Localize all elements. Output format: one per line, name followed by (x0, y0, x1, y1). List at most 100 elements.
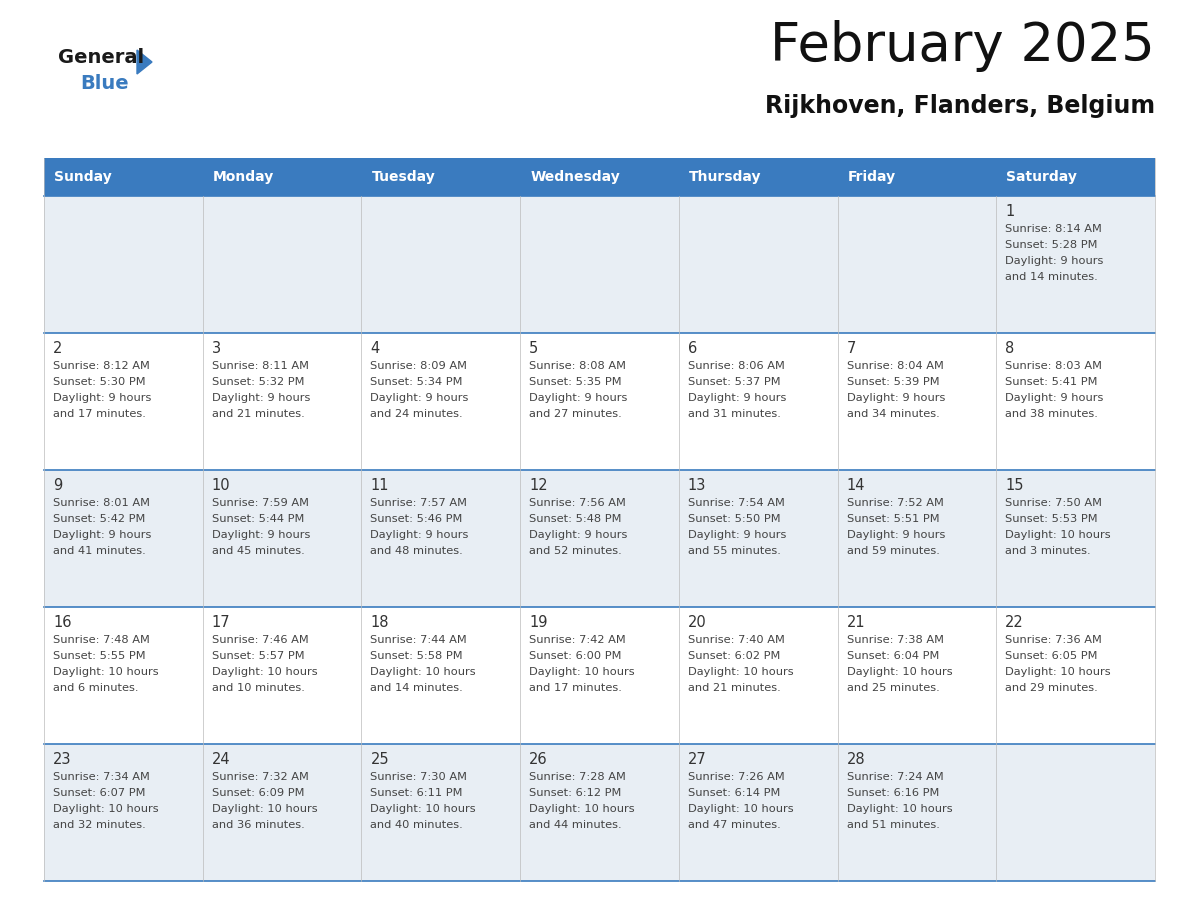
Text: and 24 minutes.: and 24 minutes. (371, 409, 463, 419)
Text: Tuesday: Tuesday (372, 170, 435, 184)
Text: and 48 minutes.: and 48 minutes. (371, 546, 463, 556)
Text: 1: 1 (1005, 204, 1015, 219)
Text: Sunset: 5:55 PM: Sunset: 5:55 PM (53, 651, 146, 661)
Text: and 44 minutes.: and 44 minutes. (529, 820, 621, 830)
Text: Daylight: 10 hours: Daylight: 10 hours (847, 804, 953, 814)
Text: Daylight: 10 hours: Daylight: 10 hours (688, 804, 794, 814)
Text: and 27 minutes.: and 27 minutes. (529, 409, 621, 419)
Text: Daylight: 10 hours: Daylight: 10 hours (1005, 667, 1111, 677)
Bar (44, 607, 1155, 744)
Text: Sunrise: 7:59 AM: Sunrise: 7:59 AM (211, 498, 309, 508)
Text: 22: 22 (1005, 615, 1024, 630)
Text: Sunset: 5:50 PM: Sunset: 5:50 PM (688, 514, 781, 524)
Text: Monday: Monday (213, 170, 274, 184)
Text: Sunrise: 7:24 AM: Sunrise: 7:24 AM (847, 772, 943, 782)
Text: Daylight: 9 hours: Daylight: 9 hours (847, 530, 944, 540)
Text: Sunset: 6:07 PM: Sunset: 6:07 PM (53, 788, 145, 798)
Text: and 51 minutes.: and 51 minutes. (847, 820, 940, 830)
Text: Daylight: 9 hours: Daylight: 9 hours (211, 393, 310, 403)
Text: Daylight: 9 hours: Daylight: 9 hours (211, 530, 310, 540)
Text: and 21 minutes.: and 21 minutes. (688, 683, 781, 693)
Text: 28: 28 (847, 752, 865, 767)
Text: and 10 minutes.: and 10 minutes. (211, 683, 304, 693)
Text: and 34 minutes.: and 34 minutes. (847, 409, 940, 419)
Text: Sunrise: 7:56 AM: Sunrise: 7:56 AM (529, 498, 626, 508)
Text: and 45 minutes.: and 45 minutes. (211, 546, 304, 556)
Text: Daylight: 9 hours: Daylight: 9 hours (1005, 256, 1104, 266)
Text: Daylight: 9 hours: Daylight: 9 hours (688, 530, 786, 540)
Text: 3: 3 (211, 341, 221, 356)
Text: Daylight: 9 hours: Daylight: 9 hours (688, 393, 786, 403)
Text: 6: 6 (688, 341, 697, 356)
Text: and 17 minutes.: and 17 minutes. (53, 409, 146, 419)
Text: 15: 15 (1005, 478, 1024, 493)
Text: Sunrise: 7:52 AM: Sunrise: 7:52 AM (847, 498, 943, 508)
Text: 20: 20 (688, 615, 707, 630)
Text: Sunrise: 7:40 AM: Sunrise: 7:40 AM (688, 635, 785, 645)
Text: and 55 minutes.: and 55 minutes. (688, 546, 781, 556)
Text: Daylight: 10 hours: Daylight: 10 hours (53, 804, 159, 814)
Text: and 59 minutes.: and 59 minutes. (847, 546, 940, 556)
Text: and 21 minutes.: and 21 minutes. (211, 409, 304, 419)
Polygon shape (137, 50, 152, 74)
Text: and 14 minutes.: and 14 minutes. (1005, 272, 1098, 282)
Text: Friday: Friday (847, 170, 896, 184)
Text: and 25 minutes.: and 25 minutes. (847, 683, 940, 693)
Text: Sunrise: 7:54 AM: Sunrise: 7:54 AM (688, 498, 785, 508)
Text: and 3 minutes.: and 3 minutes. (1005, 546, 1091, 556)
Text: 5: 5 (529, 341, 538, 356)
Text: Daylight: 10 hours: Daylight: 10 hours (211, 804, 317, 814)
Text: Sunset: 5:42 PM: Sunset: 5:42 PM (53, 514, 145, 524)
Text: Sunset: 5:48 PM: Sunset: 5:48 PM (529, 514, 621, 524)
Text: Sunset: 5:51 PM: Sunset: 5:51 PM (847, 514, 940, 524)
Text: 4: 4 (371, 341, 380, 356)
Bar (520, 158, 678, 196)
Text: Sunset: 6:02 PM: Sunset: 6:02 PM (688, 651, 781, 661)
Text: Sunset: 5:44 PM: Sunset: 5:44 PM (211, 514, 304, 524)
Text: and 41 minutes.: and 41 minutes. (53, 546, 146, 556)
Bar (44, 744, 1155, 881)
Text: Daylight: 10 hours: Daylight: 10 hours (847, 667, 953, 677)
Text: Sunset: 5:57 PM: Sunset: 5:57 PM (211, 651, 304, 661)
Text: Sunset: 6:04 PM: Sunset: 6:04 PM (847, 651, 939, 661)
Text: Daylight: 9 hours: Daylight: 9 hours (529, 530, 627, 540)
Text: 2: 2 (53, 341, 63, 356)
Bar (44, 158, 203, 196)
Text: Daylight: 10 hours: Daylight: 10 hours (53, 667, 159, 677)
Text: 8: 8 (1005, 341, 1015, 356)
Text: Sunrise: 8:04 AM: Sunrise: 8:04 AM (847, 361, 943, 371)
Text: Daylight: 10 hours: Daylight: 10 hours (211, 667, 317, 677)
Text: 27: 27 (688, 752, 707, 767)
Text: Sunset: 6:12 PM: Sunset: 6:12 PM (529, 788, 621, 798)
Text: 23: 23 (53, 752, 71, 767)
Text: Sunset: 5:28 PM: Sunset: 5:28 PM (1005, 240, 1098, 250)
Text: 7: 7 (847, 341, 855, 356)
Text: Daylight: 10 hours: Daylight: 10 hours (688, 667, 794, 677)
Text: Sunset: 6:00 PM: Sunset: 6:00 PM (529, 651, 621, 661)
Text: Sunrise: 8:08 AM: Sunrise: 8:08 AM (529, 361, 626, 371)
Text: Sunrise: 7:34 AM: Sunrise: 7:34 AM (53, 772, 150, 782)
Text: Daylight: 9 hours: Daylight: 9 hours (53, 393, 151, 403)
Bar (838, 158, 997, 196)
Text: and 31 minutes.: and 31 minutes. (688, 409, 781, 419)
Text: and 14 minutes.: and 14 minutes. (371, 683, 463, 693)
Text: Sunrise: 8:06 AM: Sunrise: 8:06 AM (688, 361, 785, 371)
Text: Sunset: 5:53 PM: Sunset: 5:53 PM (1005, 514, 1098, 524)
Text: and 38 minutes.: and 38 minutes. (1005, 409, 1098, 419)
Text: Daylight: 9 hours: Daylight: 9 hours (371, 393, 469, 403)
Text: 21: 21 (847, 615, 865, 630)
Text: 14: 14 (847, 478, 865, 493)
Text: General: General (58, 48, 144, 67)
Bar (361, 158, 520, 196)
Text: Sunrise: 7:46 AM: Sunrise: 7:46 AM (211, 635, 309, 645)
Text: 26: 26 (529, 752, 548, 767)
Text: Sunset: 5:41 PM: Sunset: 5:41 PM (1005, 377, 1098, 387)
Text: 18: 18 (371, 615, 388, 630)
Text: Sunset: 6:05 PM: Sunset: 6:05 PM (1005, 651, 1098, 661)
Text: Sunrise: 8:12 AM: Sunrise: 8:12 AM (53, 361, 150, 371)
Text: Sunset: 5:58 PM: Sunset: 5:58 PM (371, 651, 463, 661)
Text: and 17 minutes.: and 17 minutes. (529, 683, 623, 693)
Text: 19: 19 (529, 615, 548, 630)
Text: Sunrise: 8:09 AM: Sunrise: 8:09 AM (371, 361, 467, 371)
Text: Sunrise: 7:42 AM: Sunrise: 7:42 AM (529, 635, 626, 645)
